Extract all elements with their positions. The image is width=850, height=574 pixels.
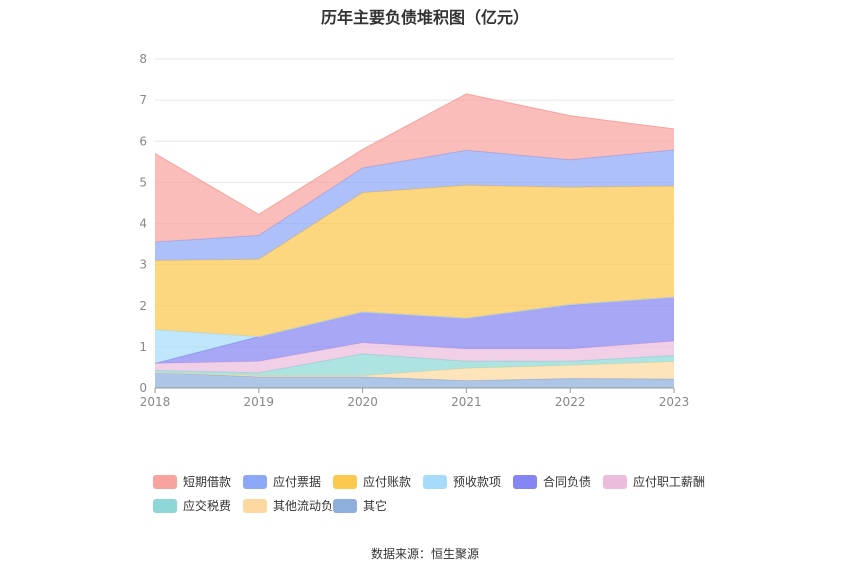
area-合同负债 (155, 297, 674, 364)
area-应交税费 (155, 353, 674, 376)
legend-item[interactable]: 短期借款 (153, 473, 231, 490)
y-tick-label: 7 (139, 93, 147, 107)
area-edge-短期借款 (154, 93, 675, 216)
legend-item[interactable]: 其他流动负债 (243, 497, 345, 514)
x-tick-label: 2019 (244, 395, 275, 409)
area-其它 (155, 372, 674, 388)
y-tick-label: 6 (139, 134, 147, 148)
legend-swatch (603, 474, 627, 489)
legend-label: 其它 (363, 499, 388, 513)
stacked-area-chart: 0 1 2 3 4 5 6 7 8 2018 2019 2020 2021 2022 2023 (139, 52, 689, 409)
legend-label: 应交税费 (183, 499, 232, 513)
y-tick-label: 4 (139, 217, 147, 231)
x-tick-label: 2022 (555, 395, 586, 409)
legend-item[interactable]: 应交税费 (153, 497, 231, 514)
legend-swatch (243, 474, 267, 489)
legend-swatch (153, 498, 177, 513)
area-应付票据 (155, 149, 674, 261)
legend-label: 应付票据 (273, 475, 322, 489)
legend-swatch (423, 474, 447, 489)
legend-item[interactable]: 应付账款 (333, 473, 411, 490)
legend-swatch (333, 474, 357, 489)
x-tick-label: 2023 (659, 395, 690, 409)
y-tick-label: 2 (139, 299, 147, 313)
legend-item[interactable]: 其它 (333, 497, 387, 514)
legend-item[interactable]: 应付票据 (243, 473, 321, 490)
legend-label: 应付职工薪酬 (633, 475, 706, 489)
x-tick-label: 2021 (451, 395, 482, 409)
legend-label: 短期借款 (183, 475, 232, 489)
legend-item[interactable]: 预收款项 (423, 473, 501, 490)
legend-swatch (153, 474, 177, 489)
y-tick-label: 0 (139, 381, 147, 395)
area-短期借款 (155, 93, 674, 243)
legend-item[interactable]: 合同负债 (513, 473, 591, 490)
x-tick-label: 2018 (140, 395, 171, 409)
area-edge-应交税费 (154, 353, 675, 374)
axes: 0 1 2 3 4 5 6 7 8 2018 2019 2020 2021 2022 2023 (139, 52, 689, 409)
legend-swatch (243, 498, 267, 513)
legend-label: 合同负债 (543, 475, 592, 489)
area-series (154, 93, 675, 388)
y-tick-label: 8 (139, 52, 147, 66)
legend-label: 应付账款 (363, 475, 412, 489)
x-tick-label: 2020 (347, 395, 378, 409)
legend-label: 其他流动负债 (273, 499, 346, 513)
legend-swatch (333, 498, 357, 513)
y-tick-label: 1 (139, 340, 147, 354)
data-source-note: 数据来源：恒生聚源 (370, 547, 479, 561)
chart-title: 历年主要负债堆积图（亿元） (320, 8, 529, 27)
legend-label: 预收款项 (453, 475, 502, 489)
y-tick-label: 3 (139, 258, 147, 272)
legend-item[interactable]: 应付职工薪酬 (603, 473, 705, 490)
legend-swatch (513, 474, 537, 489)
area-应付账款 (155, 185, 674, 337)
y-tick-label: 5 (139, 175, 147, 189)
